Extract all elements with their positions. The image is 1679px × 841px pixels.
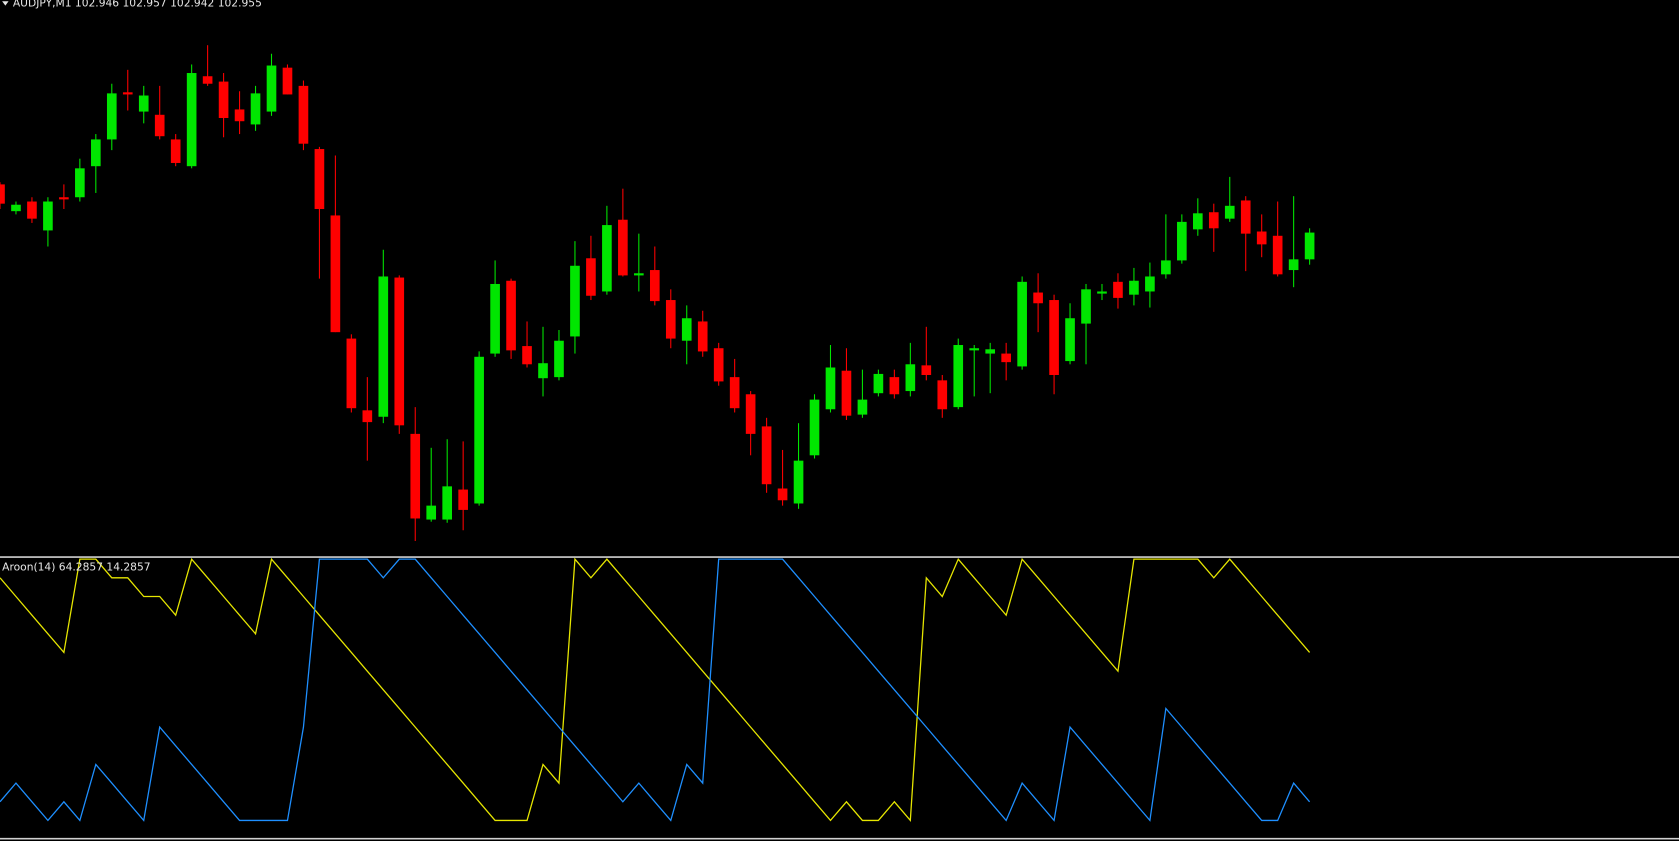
candle-body: [218, 81, 229, 119]
candle-body: [681, 318, 692, 341]
candle-body: [889, 377, 900, 395]
candle-body: [649, 270, 660, 302]
candle-body: [969, 348, 980, 351]
candle-body: [1256, 231, 1267, 245]
candle-body: [586, 258, 596, 296]
candle-body: [1097, 291, 1107, 294]
candle-body: [43, 201, 53, 231]
candle-body: [554, 340, 564, 378]
candle-body: [921, 365, 932, 375]
candle-body: [761, 426, 772, 485]
candle-body: [1017, 281, 1027, 367]
candle-body: [538, 363, 548, 379]
candle-body: [1033, 292, 1043, 304]
indicator-line: [0, 558, 1311, 822]
candle-body: [1224, 205, 1235, 219]
candle-body: [1113, 281, 1123, 298]
candle-body: [1177, 221, 1187, 261]
candle-body: [1129, 280, 1139, 295]
candle-body: [809, 399, 820, 456]
candle-body: [1065, 318, 1075, 362]
candle-body: [250, 93, 261, 125]
candle-body: [474, 356, 484, 504]
candle-body: [713, 348, 724, 382]
candle-body: [266, 65, 277, 112]
candle-body: [282, 67, 293, 95]
candle-body: [570, 265, 580, 337]
candle-body: [825, 367, 836, 410]
candle-body: [490, 283, 500, 354]
candle-body: [1145, 276, 1155, 292]
candle-body: [1304, 232, 1315, 260]
candle-body: [1288, 259, 1299, 271]
candle-body: [202, 76, 213, 84]
candle-body: [186, 73, 197, 167]
candle-body: [873, 373, 884, 394]
candle-body: [522, 346, 532, 365]
candle-body: [745, 394, 756, 434]
candle-body: [634, 273, 644, 276]
candle-body: [314, 149, 325, 210]
candle-body: [170, 139, 181, 163]
candle-body: [1161, 260, 1171, 275]
candle-body: [298, 85, 309, 144]
candle-body: [729, 377, 740, 409]
candle-body: [602, 225, 612, 292]
candle-body: [330, 215, 341, 333]
candle-body: [1208, 212, 1219, 229]
candle-body: [793, 460, 804, 504]
candle-body: [777, 488, 788, 501]
candle-body: [857, 399, 868, 415]
candle-body: [1049, 300, 1059, 375]
candle-body: [106, 93, 117, 140]
candle-body: [506, 280, 516, 351]
candle-body: [0, 184, 5, 204]
candle-body: [27, 201, 37, 219]
candle-body: [91, 139, 101, 167]
candle-body: [665, 300, 676, 339]
candle-body: [1240, 200, 1251, 234]
candle-body: [953, 345, 964, 408]
collapse-icon[interactable]: [2, 1, 9, 6]
candle-body: [1001, 353, 1011, 363]
candle-body: [362, 410, 373, 423]
candle-body: [937, 380, 948, 410]
candle-body: [234, 109, 245, 122]
candle-body: [11, 204, 21, 212]
candle-body: [154, 114, 165, 137]
candle-body: [618, 219, 628, 276]
candle-body: [697, 321, 708, 352]
candle-body: [378, 276, 389, 417]
symbol-header: AUDJPY,M1 102.946 102.957 102.942 102.95…: [13, 0, 262, 9]
candle-body: [122, 92, 133, 95]
candle-body: [1192, 213, 1203, 230]
candle-body: [138, 95, 149, 112]
candle-body: [75, 168, 85, 198]
candle-body: [1081, 289, 1091, 324]
candle-body: [1272, 235, 1283, 275]
candle-body: [346, 338, 357, 409]
candle-body: [841, 370, 852, 416]
candle-body: [985, 349, 996, 354]
indicator-line: [0, 557, 1311, 823]
candle-body: [410, 433, 421, 519]
candle-body: [458, 489, 468, 510]
candle-body: [394, 277, 405, 426]
indicator-header: Aroon(14) 64.2857 14.2857: [2, 561, 150, 574]
candle-body: [442, 486, 453, 520]
candle-body: [905, 364, 916, 392]
candle-body: [426, 505, 437, 520]
candle-body: [59, 197, 69, 200]
